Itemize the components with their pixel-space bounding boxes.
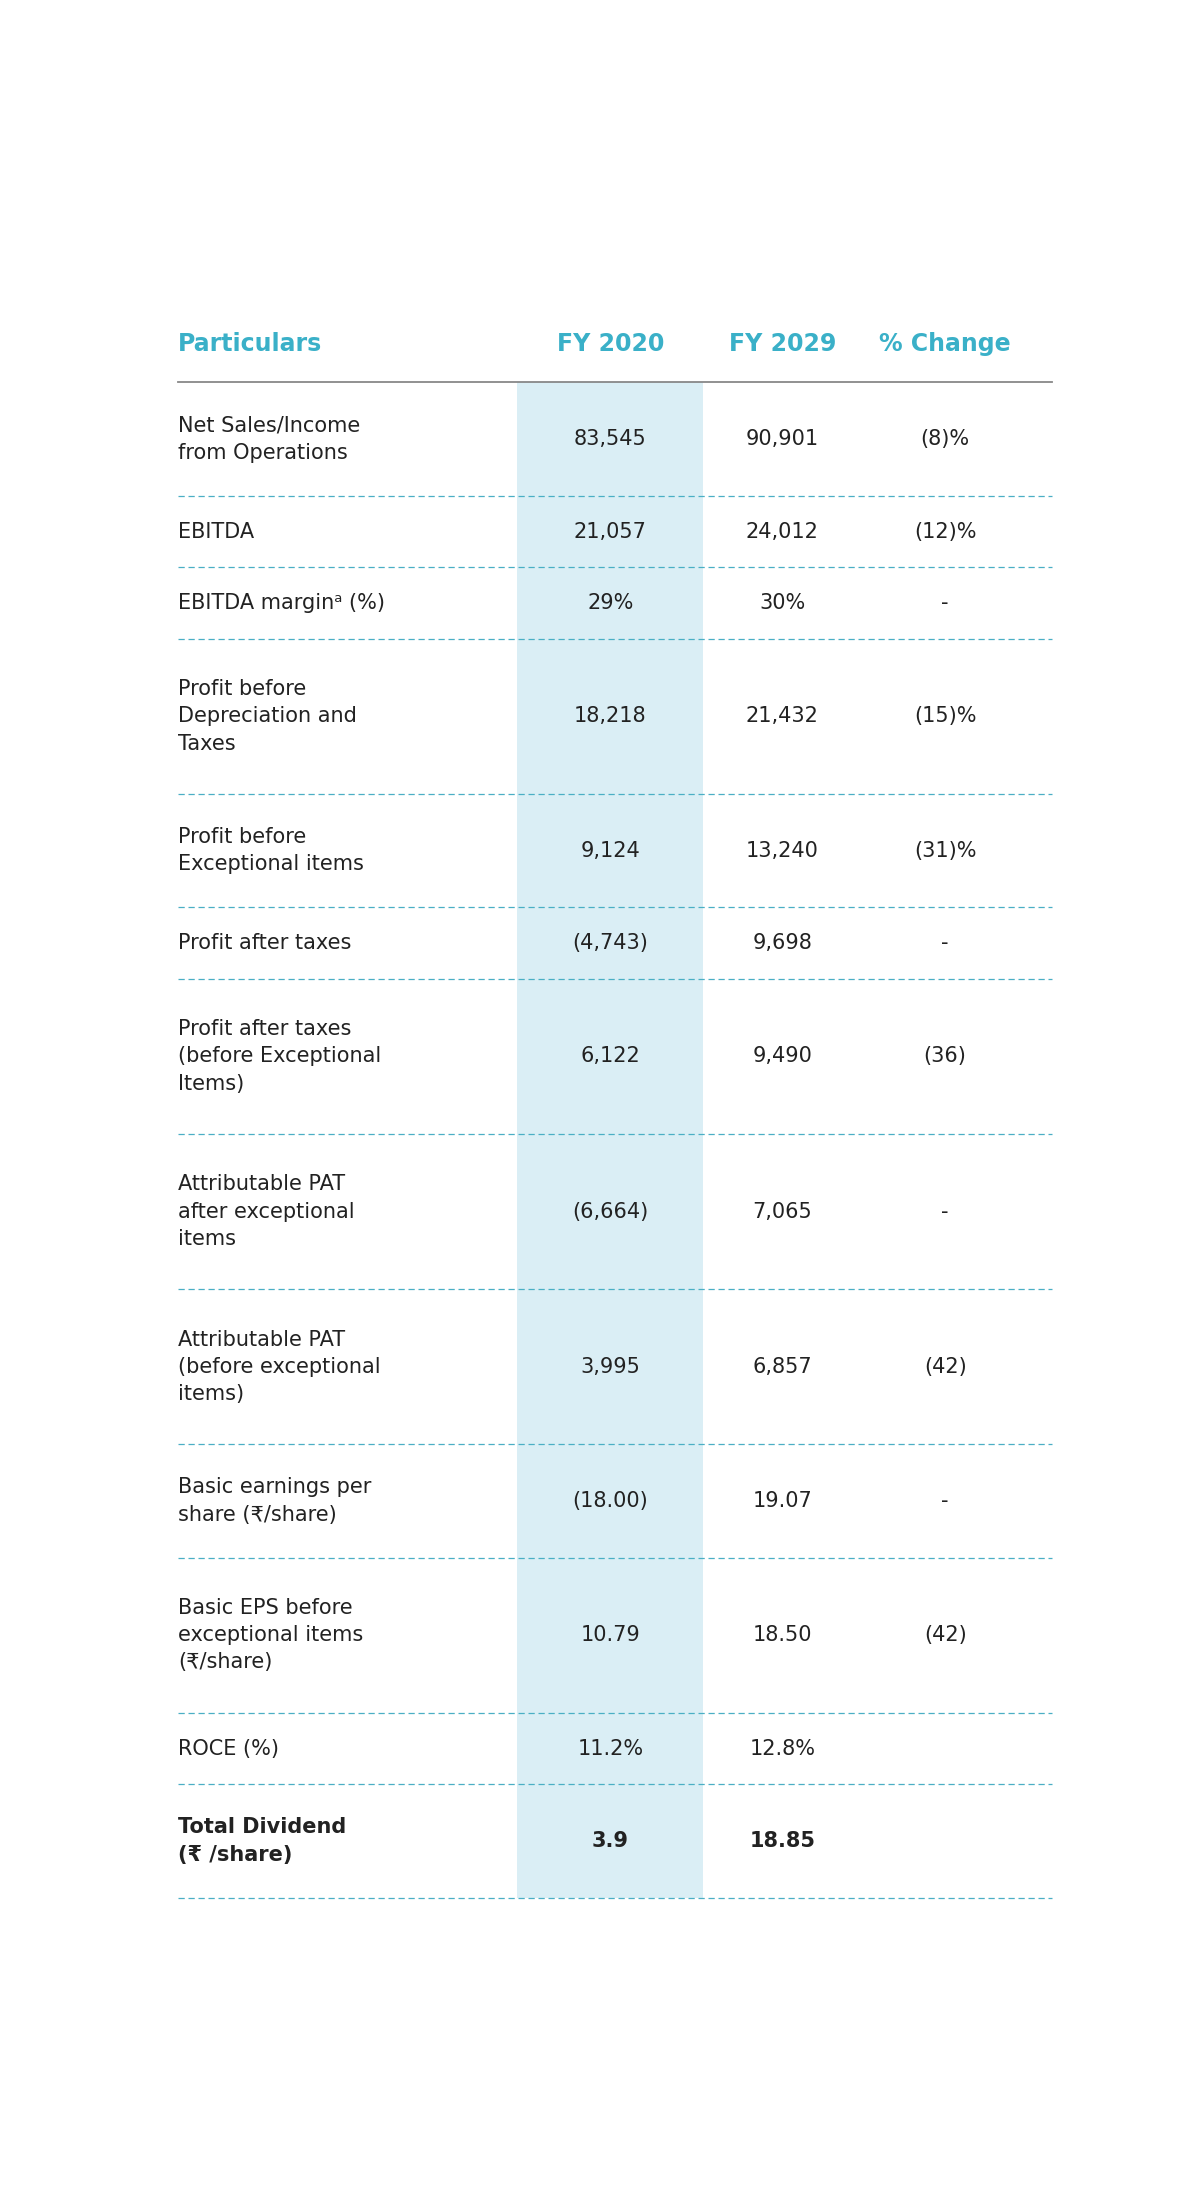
- Text: (18.00): (18.00): [572, 1491, 648, 1510]
- Text: 90,901: 90,901: [746, 429, 818, 449]
- Text: 9,698: 9,698: [752, 933, 812, 952]
- Bar: [517, 1712, 703, 1784]
- Text: 19.07: 19.07: [752, 1491, 812, 1510]
- Text: (12)%: (12)%: [914, 521, 977, 541]
- Bar: [517, 639, 703, 795]
- Bar: [517, 567, 703, 639]
- Text: (42): (42): [924, 1624, 966, 1646]
- Bar: [517, 908, 703, 978]
- Bar: [517, 795, 703, 908]
- Text: -: -: [942, 1202, 949, 1221]
- Text: 3,995: 3,995: [581, 1357, 641, 1377]
- Bar: [517, 383, 703, 495]
- Text: (15)%: (15)%: [914, 707, 977, 727]
- Text: Particulars: Particulars: [178, 331, 322, 355]
- Text: -: -: [942, 933, 949, 952]
- Text: Profit after taxes: Profit after taxes: [178, 933, 352, 952]
- Text: (31)%: (31)%: [914, 841, 977, 860]
- Text: FY 2029: FY 2029: [728, 331, 836, 355]
- Bar: [517, 1134, 703, 1289]
- Text: Basic EPS before
exceptional items
(₹/share): Basic EPS before exceptional items (₹/sh…: [178, 1598, 364, 1672]
- Text: 6,857: 6,857: [752, 1357, 812, 1377]
- Text: 12.8%: 12.8%: [750, 1738, 816, 1758]
- Text: 24,012: 24,012: [746, 521, 818, 541]
- Bar: [517, 1559, 703, 1712]
- Text: Attributable PAT
(before exceptional
items): Attributable PAT (before exceptional ite…: [178, 1329, 380, 1403]
- Text: Total Dividend
(₹ /share): Total Dividend (₹ /share): [178, 1817, 346, 1865]
- Text: 29%: 29%: [587, 593, 634, 613]
- Text: (4,743): (4,743): [572, 933, 648, 952]
- Text: 7,065: 7,065: [752, 1202, 812, 1221]
- Text: Profit after taxes
(before Exceptional
Items): Profit after taxes (before Exceptional I…: [178, 1020, 382, 1094]
- Text: 18,218: 18,218: [574, 707, 647, 727]
- Text: -: -: [942, 593, 949, 613]
- Bar: [517, 1289, 703, 1445]
- Text: (42): (42): [924, 1357, 966, 1377]
- Text: Attributable PAT
after exceptional
items: Attributable PAT after exceptional items: [178, 1173, 354, 1248]
- Text: 30%: 30%: [760, 593, 805, 613]
- Text: -: -: [942, 1491, 949, 1510]
- Text: 83,545: 83,545: [574, 429, 647, 449]
- Bar: [517, 978, 703, 1134]
- Text: 11.2%: 11.2%: [577, 1738, 643, 1758]
- Text: 18.85: 18.85: [750, 1830, 816, 1852]
- Text: ROCE (%): ROCE (%): [178, 1738, 278, 1758]
- Text: 6,122: 6,122: [581, 1046, 641, 1066]
- Text: (6,664): (6,664): [572, 1202, 648, 1221]
- Text: EBITDA: EBITDA: [178, 521, 254, 541]
- Text: EBITDA marginᵃ (%): EBITDA marginᵃ (%): [178, 593, 385, 613]
- Text: FY 2020: FY 2020: [557, 331, 664, 355]
- Text: Net Sales/Income
from Operations: Net Sales/Income from Operations: [178, 416, 360, 462]
- Text: 21,057: 21,057: [574, 521, 647, 541]
- Text: Basic earnings per
share (₹/share): Basic earnings per share (₹/share): [178, 1478, 371, 1524]
- Text: 9,124: 9,124: [581, 841, 641, 860]
- Text: 9,490: 9,490: [752, 1046, 812, 1066]
- Text: (36): (36): [924, 1046, 966, 1066]
- Bar: [517, 1445, 703, 1559]
- Text: (8)%: (8)%: [920, 429, 970, 449]
- Text: 13,240: 13,240: [746, 841, 818, 860]
- Text: 18.50: 18.50: [752, 1624, 812, 1646]
- Text: 3.9: 3.9: [592, 1830, 629, 1852]
- Bar: [517, 1784, 703, 1898]
- Bar: [517, 495, 703, 567]
- Text: 10.79: 10.79: [581, 1624, 641, 1646]
- Text: 21,432: 21,432: [746, 707, 818, 727]
- Text: Profit before
Depreciation and
Taxes: Profit before Depreciation and Taxes: [178, 679, 356, 753]
- Text: Profit before
Exceptional items: Profit before Exceptional items: [178, 827, 364, 873]
- Text: % Change: % Change: [880, 331, 1010, 355]
